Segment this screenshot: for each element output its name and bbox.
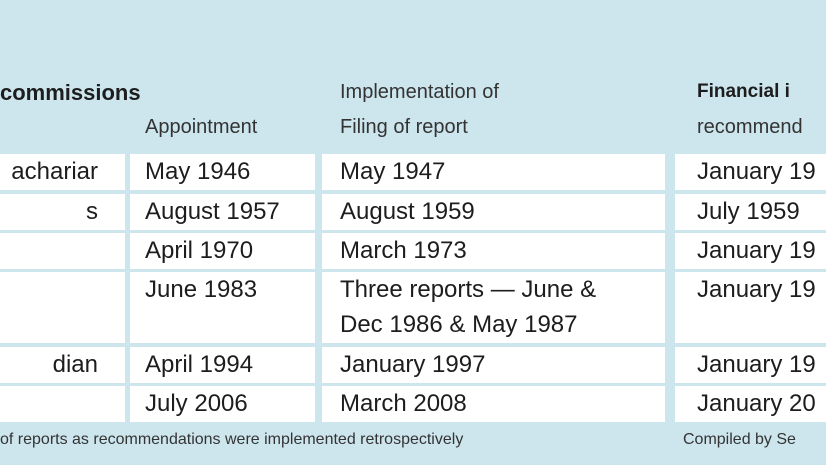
cell-text: July 1959 — [697, 198, 800, 225]
table-cell: January 1997 — [322, 347, 665, 383]
cell-text: January 19 — [697, 276, 816, 303]
cell-text: dian — [52, 351, 98, 378]
table-cell: May 1946 — [130, 154, 315, 190]
table-cell: June 1983 — [130, 272, 315, 343]
table-cell — [0, 386, 125, 422]
table-cell: May 1947 — [322, 154, 665, 190]
table-cell — [0, 233, 125, 269]
cell-text: June 1983 — [145, 276, 258, 303]
implementation-title: Implementation of — [340, 81, 499, 103]
table-cell: Three reports — June & Dec 1986 & May 198… — [322, 272, 665, 343]
table-cell: July 2006 — [130, 386, 315, 422]
cell-text: Dec 1986 & May 1987 — [340, 311, 578, 338]
table-cell: July 1959 — [675, 194, 826, 230]
table-cell: dian — [0, 347, 125, 383]
table-cell — [0, 272, 125, 343]
cell-text: March 1973 — [340, 237, 467, 264]
table-cell: achariar — [0, 154, 125, 190]
table-cell: January 20 — [675, 386, 826, 422]
cell-text: May 1946 — [145, 158, 251, 185]
table-cell: August 1957 — [130, 194, 315, 230]
cell-text: March 2008 — [340, 390, 467, 417]
table-cell: January 19 — [675, 233, 826, 269]
financial-title: Financial i — [697, 81, 790, 102]
column-header: recommend — [697, 116, 803, 138]
column-header: Appointment — [145, 116, 258, 138]
cell-text: August 1957 — [145, 198, 280, 225]
table-cell: August 1959 — [322, 194, 665, 230]
cell-text: April 1970 — [145, 237, 254, 264]
cell-text: January 19 — [697, 237, 816, 264]
table-cell: April 1994 — [130, 347, 315, 383]
table-cell: March 1973 — [322, 233, 665, 269]
cell-text: s — [86, 198, 98, 225]
footer-note: of reports as recommendations were imple… — [0, 431, 464, 448]
cell-text: May 1947 — [340, 158, 446, 185]
table-cell: March 2008 — [322, 386, 665, 422]
table-cell: April 1970 — [130, 233, 315, 269]
table-cell: s — [0, 194, 125, 230]
cell-text: Three reports — June & — [340, 276, 597, 303]
cell-text: July 2006 — [145, 390, 248, 417]
cell-text: August 1959 — [340, 198, 475, 225]
cell-text: January 19 — [697, 351, 816, 378]
table-cell: January 19 — [675, 272, 826, 343]
cell-text: April 1994 — [145, 351, 254, 378]
footer-credit: Compiled by Se — [683, 431, 796, 448]
cell-text: January 20 — [697, 390, 816, 417]
group-title: commissions — [0, 80, 141, 105]
table-cell: January 19 — [675, 154, 826, 190]
cell-text: January 1997 — [340, 351, 486, 378]
table-cell: January 19 — [675, 347, 826, 383]
column-header: Filing of report — [340, 116, 468, 138]
cell-text: achariar — [11, 158, 98, 185]
cell-text: January 19 — [697, 158, 816, 185]
